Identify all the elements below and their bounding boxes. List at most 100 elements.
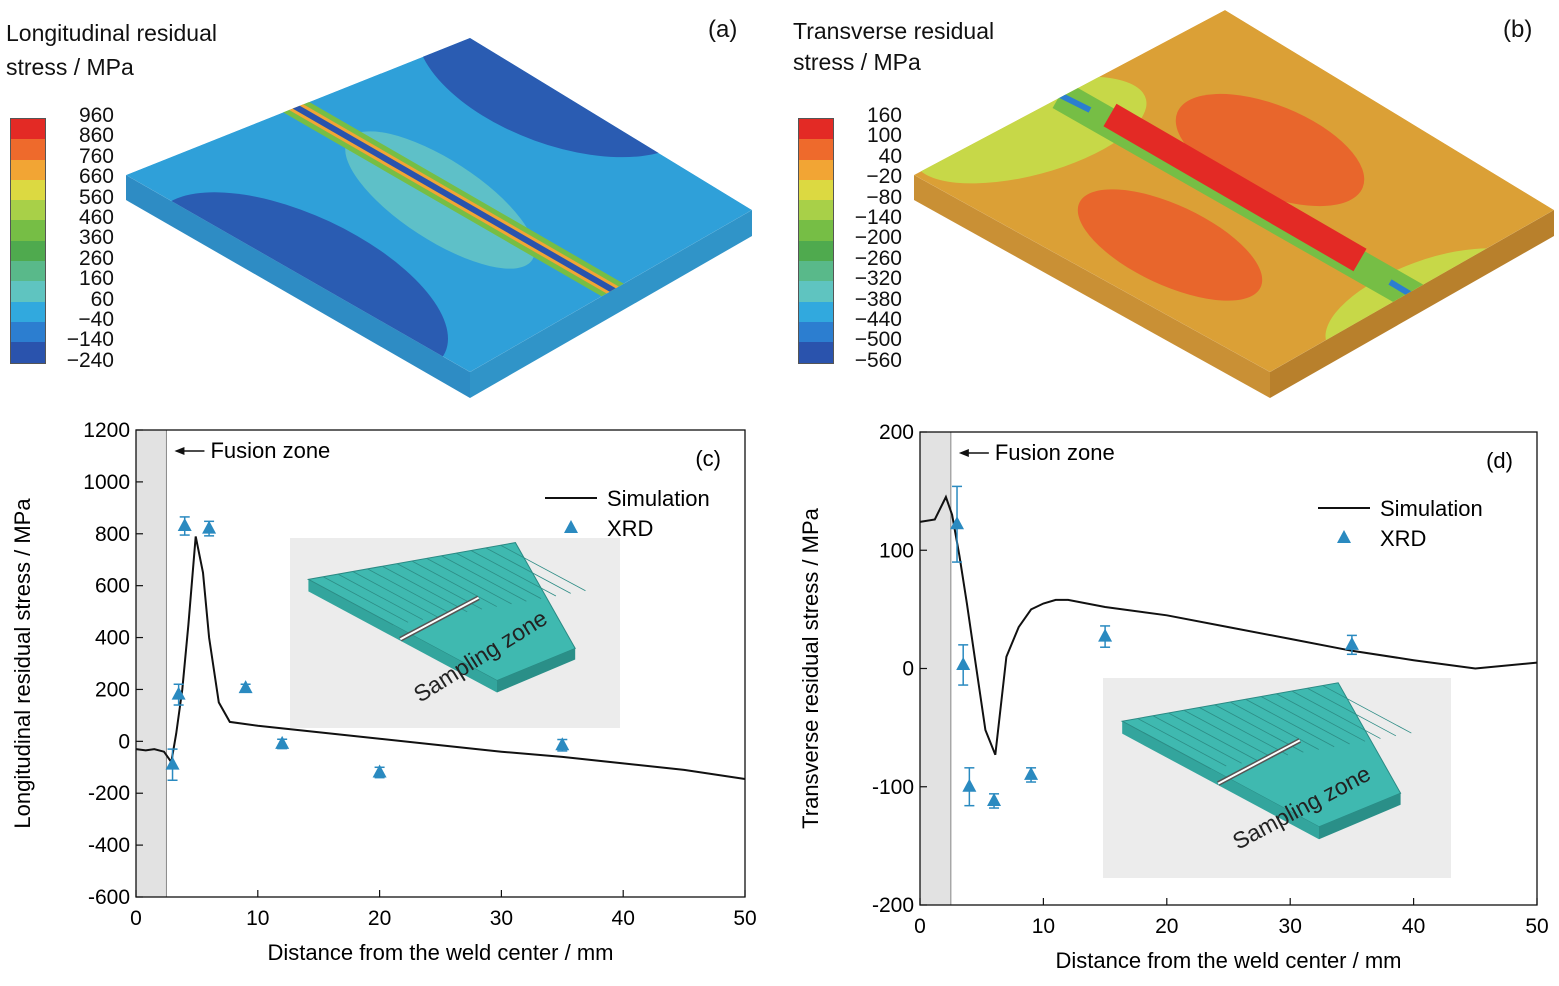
x-tick-label: 50: [1525, 915, 1548, 938]
inset-mesh-line: [1199, 707, 1289, 756]
inset-mesh-line: [500, 544, 586, 592]
xrd-point: [962, 778, 977, 792]
panel-a-title-line1: Longitudinal residual: [6, 20, 217, 46]
panel-b-colorbar-labels: 160 100 40 −20 −80 −140 −200 −260 −320 −380 −440 −5…: [826, 104, 902, 371]
colorbar-swatch: [11, 240, 45, 262]
y-tick-label: 200: [95, 678, 130, 701]
x-axis-label: Distance from the weld center / mm: [267, 940, 613, 965]
colorbar-tick-label: 40: [878, 144, 902, 168]
colorbar-tick-label: −140: [66, 328, 114, 352]
legend-simulation-label: Simulation: [1380, 496, 1483, 521]
colorbar-tick-label: 460: [78, 206, 114, 230]
colorbar-swatch: [799, 342, 833, 363]
panel-a-colorbar: [10, 118, 46, 364]
colorbar-tick-label: 160: [866, 104, 902, 127]
panel-a-label: (a): [708, 16, 738, 43]
colorbar-tick-label: 960: [78, 104, 114, 127]
colorbar-tick-label: 260: [78, 246, 114, 270]
x-tick-label: 40: [1402, 915, 1425, 938]
colorbar-tick-label: −320: [854, 267, 902, 291]
legend-xrd-label: XRD: [1380, 526, 1426, 551]
inset-mesh-line: [382, 565, 468, 613]
y-tick-label: 100: [879, 539, 914, 562]
colorbar-swatch: [799, 200, 833, 221]
colorbar-tick-label: 360: [78, 226, 114, 250]
y-axis-label: Longitudinal residual stress / MPa: [10, 498, 35, 829]
x-axis-label: Distance from the weld center / mm: [1055, 948, 1401, 973]
colorbar-tick-label: −260: [854, 246, 902, 270]
inset-mesh-line: [308, 579, 394, 626]
panel-b-legend-title: Transverse residual stress / MPa: [793, 16, 994, 78]
colorbar-swatch: [799, 159, 833, 180]
tension-lobe: [1175, 93, 1365, 207]
colorbar-swatch: [11, 179, 45, 201]
xrd-point: [950, 516, 965, 530]
legend-simulation-label: Simulation: [607, 486, 710, 511]
xrd-point: [275, 735, 290, 749]
panel-b-plate-model: [914, 10, 1554, 398]
colorbar-swatch: [799, 179, 833, 201]
weld-band: [1103, 103, 1367, 272]
inset-mesh-line: [322, 576, 409, 623]
panel-a-plate-model: [126, 38, 752, 398]
colorbar-swatch: [11, 281, 45, 302]
xrd-point: [1098, 628, 1113, 642]
x-tick-label: 10: [1032, 915, 1055, 938]
weld-edge: [1058, 92, 1092, 113]
colorbar-tick-label: −240: [66, 348, 114, 372]
weld-center: [268, 89, 632, 303]
colorbar-swatch: [11, 139, 45, 160]
colorbar-tick-label: 860: [78, 124, 114, 148]
plate-a-front-face: [126, 175, 470, 398]
tension-lobe: [1077, 189, 1263, 301]
inset-mesh-line: [1183, 709, 1273, 759]
fusion-zone-arrowhead: [174, 447, 185, 455]
y-tick-label: 1200: [83, 419, 130, 442]
panel-b-colorbar: [798, 118, 834, 364]
colorbar-swatch: [799, 139, 833, 160]
xrd-point: [238, 680, 253, 694]
inset-mesh-line: [367, 568, 453, 615]
x-tick-label: 0: [914, 915, 926, 938]
colorbar-tick-label: 60: [90, 287, 114, 311]
xrd-point: [956, 656, 971, 670]
xrd-point: [1344, 636, 1359, 650]
panel-a: Longitudinal residual stress / MPa (a) 9…: [0, 0, 780, 410]
y-tick-label: 400: [95, 627, 130, 650]
colorbar-swatch: [799, 261, 833, 282]
inset-mesh-line: [1137, 718, 1227, 767]
inset-mesh-line: [1322, 685, 1412, 734]
plate-a-side-face: [470, 210, 752, 398]
colorbar-tick-label: −140: [854, 206, 902, 230]
x-tick-label: 30: [490, 907, 513, 930]
colorbar-tick-label: −440: [854, 308, 902, 332]
x-tick-label: 10: [246, 907, 269, 930]
y-tick-label: -200: [872, 894, 914, 917]
colorbar-tick-label: −40: [78, 308, 114, 332]
colorbar-swatch: [799, 240, 833, 262]
panel-a-colorbar-labels: 960 860 760 660 560 460 360 260 160 60 −40 −140 −240: [40, 104, 114, 372]
xrd-point: [372, 764, 387, 778]
inset-mesh-line: [1168, 712, 1258, 761]
fusion-zone-label: Fusion zone: [995, 440, 1115, 465]
colorbar-tick-label: 560: [78, 185, 114, 209]
y-tick-label: 0: [902, 658, 914, 681]
x-tick-label: 50: [733, 907, 756, 930]
colorbar-tick-label: −200: [854, 226, 902, 250]
legend-xrd-swatch: [564, 520, 578, 533]
x-tick-label: 40: [612, 907, 635, 930]
inset-mesh-line: [1230, 701, 1319, 750]
panel-b-title-line1: Transverse residual: [793, 18, 995, 44]
y-tick-label: 600: [95, 575, 130, 598]
inset-mesh-line: [470, 550, 557, 597]
colorbar-swatch: [11, 342, 45, 363]
panel-a-title-line2: stress / MPa: [6, 54, 134, 80]
y-tick-label: 800: [95, 523, 130, 546]
colorbar-tick-label: −500: [854, 328, 902, 352]
xrd-point: [171, 686, 186, 700]
inset-mesh-line: [352, 571, 438, 618]
colorbar-swatch: [799, 281, 833, 302]
colorbar-tick-label: −80: [866, 185, 902, 209]
legend-xrd-swatch: [1337, 530, 1351, 543]
